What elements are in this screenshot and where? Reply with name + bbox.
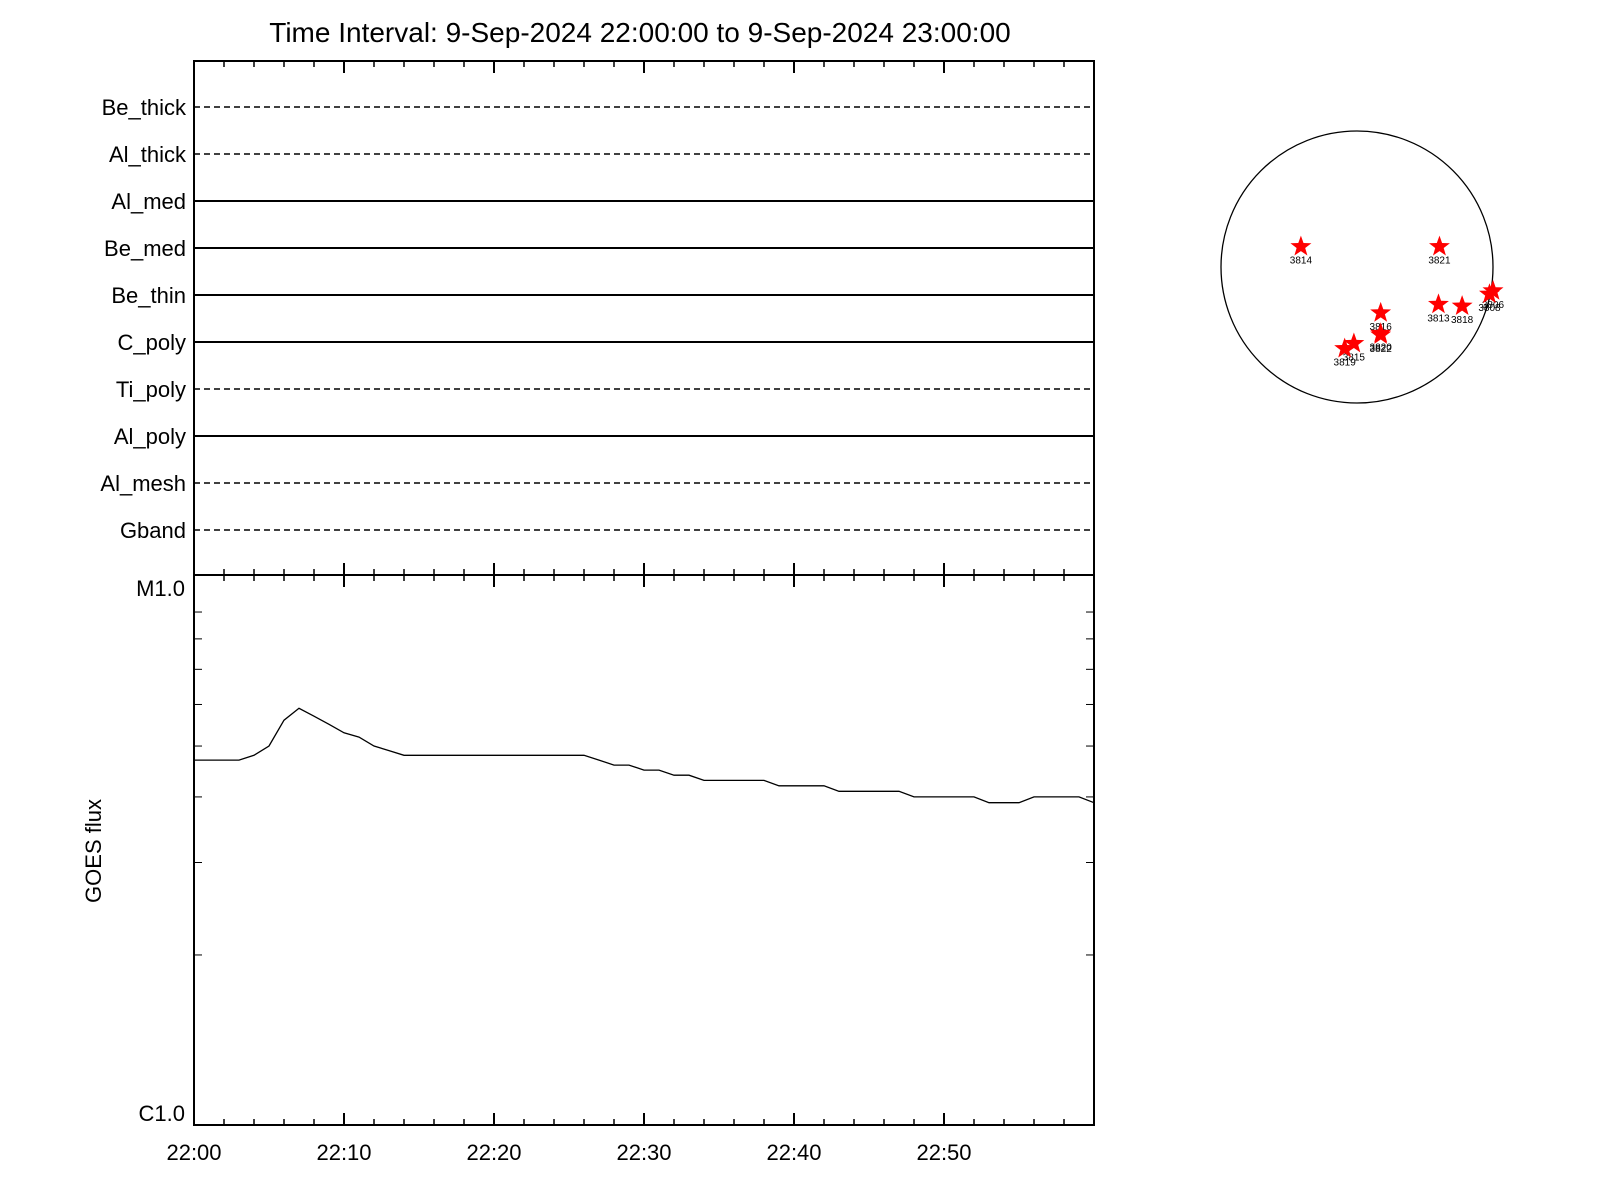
goes-flux-line [194,707,1095,804]
filter-label: Be_thick [102,95,187,120]
active-region-label: 3814 [1290,256,1313,267]
active-region-label: 3818 [1451,315,1474,326]
x-tick-label: 22:00 [166,1140,221,1165]
filter-label: Be_med [104,236,186,261]
y-axis-label: GOES flux [81,799,106,903]
x-tick-label: 22:10 [316,1140,371,1165]
active-region-marker [1482,279,1504,300]
active-region-marker [1370,324,1392,344]
active-region-label: 3820 [1370,342,1393,353]
x-tick-label: 22:50 [916,1140,971,1165]
active-region-marker [1451,295,1473,315]
active-region-marker [1290,235,1312,256]
solar-disk [1220,130,1494,404]
active-region-label: 3819 [1334,358,1357,369]
active-region-marker [1334,337,1356,358]
filter-label: Al_poly [114,424,186,449]
active-region-marker [1479,283,1500,304]
chart-title: Time Interval: 9-Sep-2024 22:00:00 to 9-… [269,17,1010,48]
y-tick-label: M1.0 [136,576,185,601]
active-region-marker [1343,332,1365,353]
active-region-label: 3815 [1343,353,1366,364]
x-tick-label: 22:20 [466,1140,521,1165]
filter-label: Ti_poly [116,377,186,402]
active-region-label: 3822 [1370,344,1393,355]
filter-label: Gband [120,518,186,543]
filter-label: C_poly [118,330,186,355]
filter-label: Al_med [111,189,186,214]
x-tick-label: 22:40 [766,1140,821,1165]
y-tick-label: C1.0 [139,1101,185,1126]
solar-disk-panel: 3814382138063808381338183816382038223815… [1220,130,1505,404]
active-region-label: 3808 [1478,303,1501,314]
active-region-label: 3821 [1428,256,1451,267]
active-region-marker [1429,235,1450,256]
filter-label: Al_thick [109,142,187,167]
filter-label: Al_mesh [100,471,186,496]
active-region-marker [1370,301,1392,322]
x-tick-label: 22:30 [616,1140,671,1165]
active-region-label: 3813 [1427,313,1450,324]
active-region-marker [1428,293,1449,314]
goes-panel: 22:00 22:10 22:20 22:30 22:40 22:50 M1.0C1.0 … [81,563,1095,1165]
filter-label: Be_thin [111,283,186,308]
filter-panel: Be_thick Al_thick Al_med Be_med Be_thin C_pol… [100,60,1095,576]
active-region-label: 3806 [1482,300,1505,311]
